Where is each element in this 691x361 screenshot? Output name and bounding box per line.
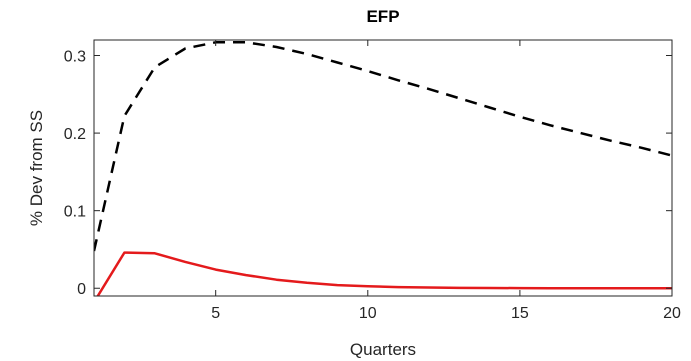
x-tick-label: 20 [663, 305, 681, 322]
y-axis-title: % Dev from SS [27, 110, 46, 226]
plot-area [94, 40, 672, 296]
series-line-solid [96, 251, 672, 296]
y-tick-label: 0.1 [64, 204, 86, 221]
chart-title: EFP [366, 7, 399, 26]
y-axis-ticks: 0 0.1 0.2 0.3 [64, 49, 672, 298]
x-tick-label: 10 [359, 305, 377, 322]
series-layer [94, 41, 672, 296]
plot-frame [93, 39, 673, 297]
x-tick-label: 15 [511, 305, 529, 322]
y-tick-label: 0 [77, 281, 86, 298]
x-tick-label: 5 [211, 305, 220, 322]
y-tick-label: 0.2 [64, 126, 86, 143]
x-axis-ticks: 5 10 15 20 [211, 40, 681, 322]
x-axis-title: Quarters [350, 340, 416, 359]
y-tick-label: 0.3 [64, 49, 86, 66]
